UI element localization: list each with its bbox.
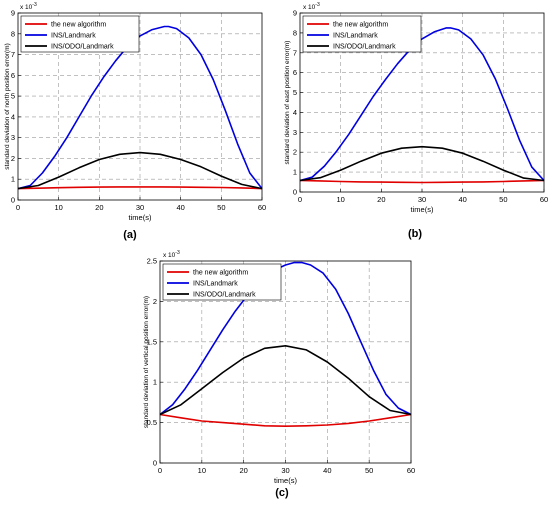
x-tick-label: 0 <box>16 203 20 212</box>
legend-entry: the new algorithm <box>51 22 106 29</box>
x-tick-label: 0 <box>298 195 302 204</box>
series-line-2 <box>17 151 263 190</box>
x-tick-label: 10 <box>336 195 344 204</box>
x-tick-label: 10 <box>198 466 206 475</box>
series-line-1 <box>299 27 545 182</box>
series-line-0 <box>299 179 545 184</box>
exponent-base: x 10 <box>303 4 316 11</box>
x-tick-label: 30 <box>281 466 289 475</box>
legend-entry: the new algorithm <box>333 22 388 29</box>
y-tick-label: 1.5 <box>147 337 157 346</box>
y-tick-label: 8 <box>293 28 297 37</box>
series-line-2 <box>299 145 545 182</box>
y-tick-label: 2 <box>11 154 15 163</box>
panel-label: (b) <box>408 228 422 240</box>
legend-entry: INS/Landmark <box>51 33 96 40</box>
y-axis-label: standard deviation of vertical position … <box>143 296 150 428</box>
y-axis-label: standard deviation of east position erro… <box>284 41 291 165</box>
legend: the new algorithm INS/Landmark INS/ODO/Lan… <box>302 15 422 53</box>
x-tick-label: 40 <box>176 203 184 212</box>
x-tick-label: 40 <box>458 195 466 204</box>
x-tick-label: 20 <box>95 203 103 212</box>
panel-label: (c) <box>275 487 289 499</box>
y-axis-label: standard deviation of north position err… <box>4 43 11 169</box>
chart-panel: 0 10 20 30 40 50 60 0 1 2 3 4 5 6 7 8 9 x 10-3 time(s) stan… <box>4 2 266 241</box>
chart-panel: 0 10 20 30 40 50 60 0 0.5 1 1.5 2 2.5 x 10-3 time(s) st… <box>143 250 415 499</box>
y-tick-label: 0 <box>153 459 157 468</box>
y-tick-label: 5 <box>293 88 297 97</box>
y-tick-label: 5 <box>11 92 15 101</box>
y-tick-label: 0 <box>11 196 15 205</box>
legend-entry: INS/ODO/Landmark <box>193 292 256 299</box>
legend-entry: INS/Landmark <box>193 281 238 288</box>
chart-panel: 0 10 20 30 40 50 60 0 1 2 3 4 5 6 7 8 9 x 10-3 time(s) stan… <box>284 2 548 240</box>
series-line-2 <box>159 344 412 416</box>
y-tick-label: 8 <box>11 29 15 38</box>
y-tick-label: 6 <box>293 68 297 77</box>
y-tick-label: 4 <box>11 112 15 121</box>
y-tick-label: 2 <box>293 148 297 157</box>
y-tick-label: 4 <box>293 108 297 117</box>
legend-entry: INS/Landmark <box>333 33 378 40</box>
exponent-base: x 10 <box>163 252 176 259</box>
y-tick-label: 2 <box>153 297 157 306</box>
axis-exponent-label: x 10-3 <box>20 2 37 11</box>
series-line-1 <box>17 25 263 190</box>
x-tick-label: 0 <box>158 466 162 475</box>
x-axis-label: time(s) <box>274 476 297 485</box>
legend-entry: INS/ODO/Landmark <box>51 44 114 51</box>
y-tick-label: 1 <box>11 175 15 184</box>
x-axis-label: time(s) <box>411 205 434 214</box>
y-tick-label: 1 <box>153 378 157 387</box>
axis-exponent-label: x 10-3 <box>303 2 320 11</box>
x-axis-label: time(s) <box>129 213 152 222</box>
legend-entry: INS/ODO/Landmark <box>333 44 396 51</box>
exponent-power: -3 <box>315 2 320 8</box>
x-tick-label: 40 <box>323 466 331 475</box>
x-tick-label: 50 <box>217 203 225 212</box>
y-tick-label: 0 <box>293 188 297 197</box>
y-tick-label: 6 <box>11 71 15 80</box>
series-line-1 <box>159 261 412 416</box>
x-tick-label: 30 <box>136 203 144 212</box>
series-line-0 <box>159 413 412 428</box>
axis-exponent-label: x 10-3 <box>163 250 180 259</box>
exponent-power: -3 <box>32 2 37 8</box>
y-tick-label: 3 <box>11 133 15 142</box>
y-tick-label: 9 <box>293 9 297 18</box>
exponent-base: x 10 <box>20 4 33 11</box>
series-line-0 <box>17 186 263 190</box>
x-tick-label: 60 <box>407 466 415 475</box>
x-tick-label: 60 <box>258 203 266 212</box>
y-tick-label: 9 <box>11 9 15 18</box>
y-tick-label: 7 <box>11 50 15 59</box>
y-tick-label: 0.5 <box>147 418 157 427</box>
exponent-power: -3 <box>175 250 180 256</box>
x-tick-label: 20 <box>239 466 247 475</box>
legend-entry: the new algorithm <box>193 270 248 277</box>
y-tick-label: 2.5 <box>147 257 157 266</box>
y-tick-label: 7 <box>293 48 297 57</box>
x-tick-label: 30 <box>418 195 426 204</box>
y-tick-label: 3 <box>293 128 297 137</box>
x-tick-label: 50 <box>499 195 507 204</box>
legend: the new algorithm INS/Landmark INS/ODO/Lan… <box>20 15 140 53</box>
x-tick-label: 20 <box>377 195 385 204</box>
legend: the new algorithm INS/Landmark INS/ODO/Lan… <box>162 263 282 301</box>
x-tick-label: 10 <box>54 203 62 212</box>
x-tick-label: 60 <box>540 195 548 204</box>
y-tick-label: 1 <box>293 168 297 177</box>
x-tick-label: 50 <box>365 466 373 475</box>
panel-label: (a) <box>123 229 137 241</box>
